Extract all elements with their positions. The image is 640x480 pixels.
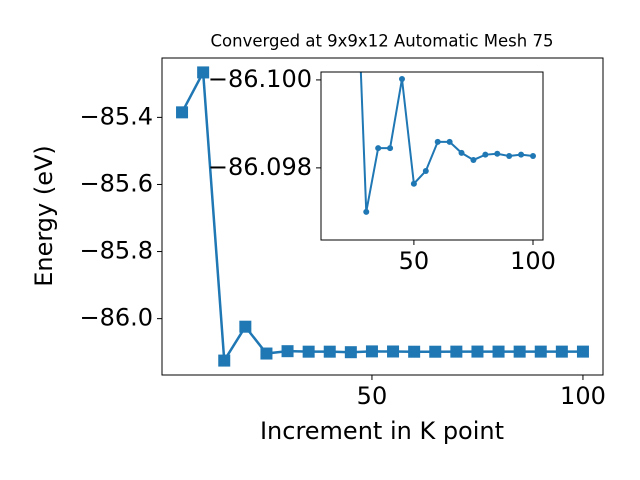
y-tick-label: −85.8 — [79, 237, 153, 265]
marker — [446, 138, 453, 145]
marker — [470, 156, 477, 163]
marker — [323, 345, 336, 358]
plot-content — [176, 66, 589, 367]
y-tick-label: −85.6 — [79, 169, 153, 197]
x-tick-label: 100 — [560, 382, 606, 410]
marker — [408, 345, 421, 358]
marker — [387, 345, 400, 358]
marker — [398, 76, 405, 83]
axes-frame — [320, 71, 544, 241]
marker — [434, 138, 441, 145]
marker — [471, 345, 484, 358]
marker — [482, 151, 489, 158]
y-tick-label: −85.4 — [79, 102, 153, 130]
marker — [494, 150, 501, 157]
marker — [176, 106, 189, 119]
marker — [302, 345, 315, 358]
marker — [365, 345, 378, 358]
chart-title: Converged at 9x9x12 Automatic Mesh 75 — [211, 32, 554, 51]
marker — [422, 167, 429, 174]
x-axis-label: Increment in K point — [260, 417, 504, 445]
y-tick-label: −86.0 — [79, 304, 153, 332]
marker — [218, 354, 231, 367]
marker — [260, 347, 273, 360]
series-line — [359, 72, 534, 213]
marker — [363, 208, 370, 215]
marker — [410, 180, 417, 187]
y-tick-label: −86.098 — [208, 153, 312, 181]
marker — [450, 345, 463, 358]
y-tick-label: −86.100 — [208, 65, 312, 93]
marker — [576, 345, 589, 358]
marker — [492, 345, 505, 358]
y-axis-label: Energy (eV) — [30, 145, 58, 287]
marker — [518, 151, 525, 158]
marker — [534, 345, 547, 358]
marker — [281, 345, 294, 358]
plot-content — [359, 72, 536, 215]
marker — [529, 153, 536, 159]
marker — [555, 345, 568, 358]
marker — [506, 153, 513, 159]
x-tick-label: 50 — [357, 382, 388, 410]
marker — [513, 345, 526, 358]
marker — [344, 346, 357, 359]
marker — [458, 149, 465, 156]
marker — [375, 145, 382, 152]
marker — [387, 145, 394, 152]
axes-frame — [161, 57, 604, 376]
x-tick-label: 50 — [399, 247, 430, 275]
x-tick-label: 100 — [510, 247, 556, 275]
marker — [239, 320, 252, 333]
marker — [197, 66, 210, 79]
marker — [429, 345, 442, 358]
